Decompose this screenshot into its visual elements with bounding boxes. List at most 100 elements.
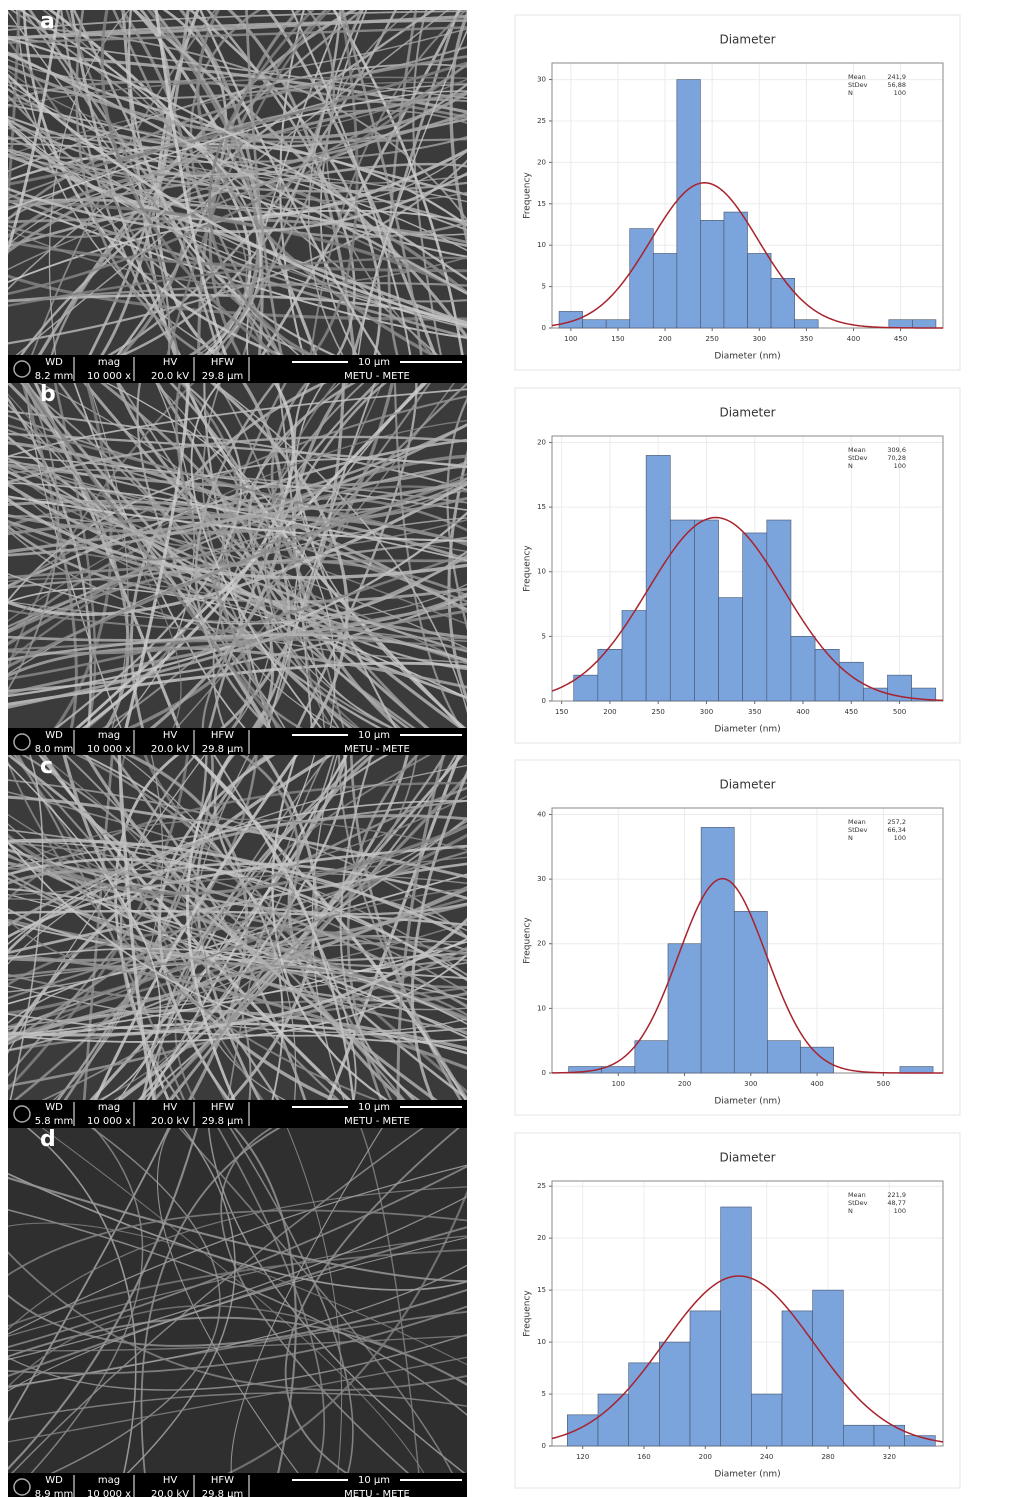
scale-label-bg: [348, 729, 400, 741]
fiber: [8, 73, 467, 328]
fiber: [8, 19, 467, 41]
fiber: [8, 52, 467, 114]
fiber: [8, 871, 467, 1034]
fiber: [8, 45, 467, 100]
fiber: [154, 383, 325, 728]
fiber: [8, 1164, 467, 1335]
info-header: HFW: [211, 1102, 234, 1113]
fiber: [8, 962, 467, 1025]
fiber: [124, 383, 190, 728]
stat-name: StDev: [848, 1199, 868, 1207]
fiber: [8, 862, 467, 954]
bar: [751, 1393, 783, 1447]
fiber: [217, 1128, 325, 1473]
fiber: [8, 91, 467, 254]
logo: [13, 1105, 31, 1123]
stat-value: 100: [894, 1207, 906, 1215]
bar: [873, 1424, 905, 1447]
fiber: [8, 760, 379, 1100]
fiber: [56, 755, 208, 1100]
fiber: [8, 1235, 467, 1337]
bar: [781, 1310, 813, 1447]
bar: [634, 1040, 669, 1074]
stat-value: 257,2: [887, 818, 906, 826]
fiber: [412, 10, 442, 355]
fiber: [8, 76, 314, 355]
info-header: mag: [98, 1475, 120, 1486]
logo: [13, 733, 31, 751]
fiber: [8, 953, 467, 1043]
info-header: WD: [45, 1475, 63, 1486]
fiber: [8, 638, 467, 651]
fiber: [286, 1128, 343, 1473]
x-tick-label: 450: [845, 708, 858, 716]
fiber: [102, 383, 431, 728]
fiber: [8, 14, 467, 40]
fiber: [8, 465, 467, 552]
fiber: [190, 383, 323, 728]
info-header: WD: [45, 730, 63, 741]
x-tick-label: 240: [760, 1453, 773, 1461]
fiber: [8, 515, 467, 650]
fiber: [8, 836, 467, 1019]
x-tick-label: 350: [800, 335, 813, 343]
x-tick-label: 400: [796, 708, 809, 716]
info-header: mag: [98, 1102, 120, 1113]
fiber: [8, 947, 467, 1025]
scale-label-bg: [348, 1101, 400, 1113]
stat-name: StDev: [848, 81, 868, 89]
bar: [767, 1040, 801, 1074]
y-axis-label: Frequency: [523, 172, 533, 219]
fiber: [307, 10, 364, 355]
fiber: [8, 985, 467, 1033]
fiber: [137, 755, 347, 1100]
bar: [659, 1341, 691, 1447]
fiber: [208, 1128, 466, 1473]
fiber: [8, 536, 467, 589]
fiber: [8, 842, 467, 994]
fiber: [8, 388, 467, 458]
y-tick-label: 15: [537, 503, 546, 511]
y-tick-label: 0: [542, 324, 546, 332]
fiber: [8, 755, 334, 1045]
bar: [912, 319, 937, 329]
stat-value: 48,77: [887, 1199, 906, 1207]
fiber: [8, 1356, 467, 1443]
bar: [667, 943, 702, 1074]
fiber: [8, 55, 467, 222]
chart-title: Diameter: [719, 778, 775, 792]
panel-label: a: [40, 9, 55, 34]
info-value: 10 000 x: [87, 371, 131, 382]
y-tick-label: 0: [542, 697, 546, 705]
fiber: [8, 1013, 467, 1037]
fiber: [19, 383, 251, 728]
info-header: HFW: [211, 730, 234, 741]
fiber: [8, 1165, 467, 1349]
fiber: [220, 1128, 410, 1473]
info-value: 10 000 x: [87, 1489, 131, 1497]
fiber: [8, 479, 467, 642]
fiber: [267, 383, 376, 728]
sem-image: [8, 10, 467, 355]
info-value: 10 000 x: [87, 1116, 131, 1127]
info-value: 20.0 kV: [151, 371, 189, 382]
fiber: [396, 755, 446, 1100]
x-tick-label: 120: [576, 1453, 589, 1461]
bar: [814, 648, 840, 702]
bar: [605, 319, 631, 329]
info-header: HFW: [211, 357, 234, 368]
fiber: [8, 69, 467, 139]
fiber: [245, 10, 283, 355]
fiber: [113, 755, 335, 1100]
fiber: [8, 1305, 467, 1375]
fiber: [8, 887, 467, 1044]
fiber: [8, 154, 467, 326]
fiber: [8, 38, 180, 355]
fiber: [8, 83, 467, 236]
fiber: [8, 10, 61, 255]
y-tick-label: 10: [537, 568, 546, 576]
logo: [13, 360, 31, 378]
fiber: [50, 1128, 221, 1473]
bar: [718, 597, 743, 702]
fiber: [20, 383, 130, 728]
